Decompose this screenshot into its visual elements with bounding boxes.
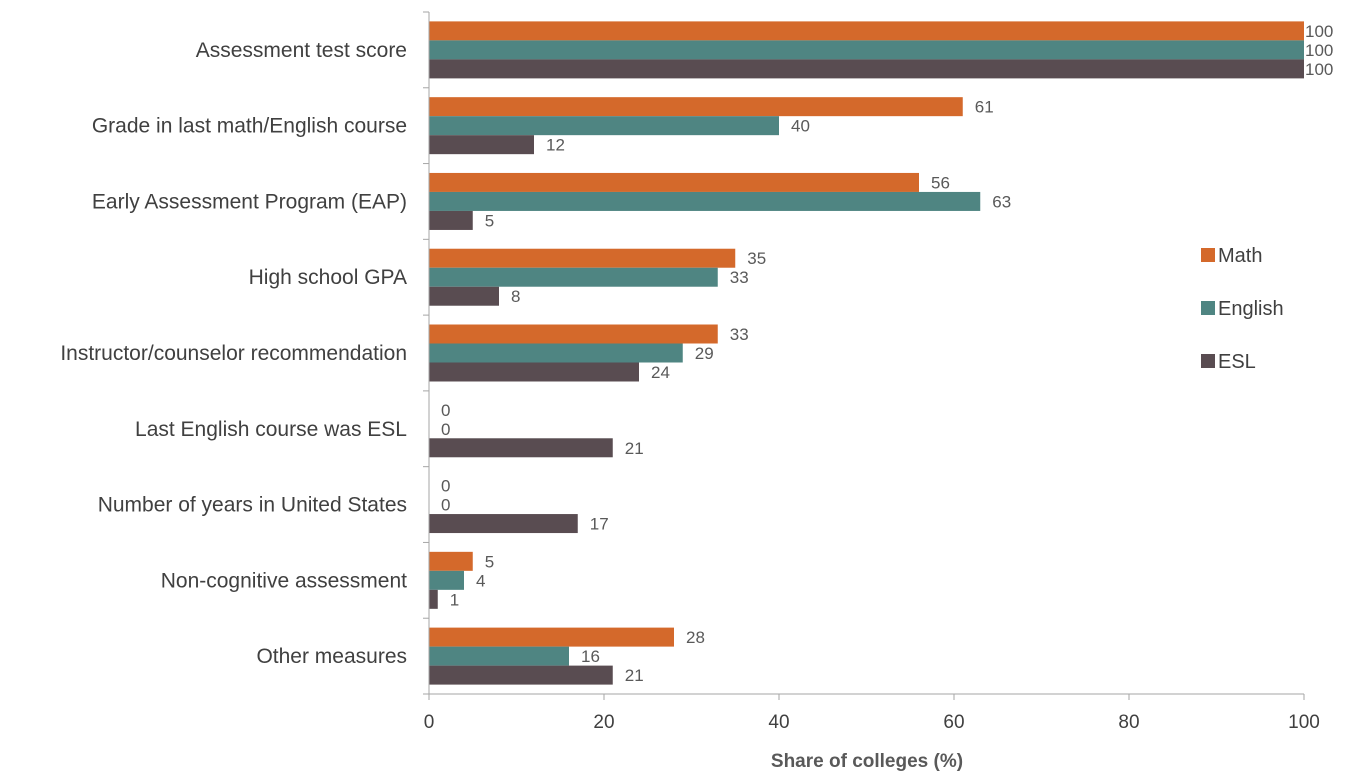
data-label-esl-8: 21 — [625, 666, 644, 685]
bar-english-4 — [429, 343, 683, 363]
bar-english-2 — [429, 191, 981, 211]
bars-layer — [429, 21, 1304, 685]
bar-math-8 — [429, 627, 674, 647]
x-axis-title: Share of colleges (%) — [771, 751, 963, 772]
bar-esl-3 — [429, 286, 499, 306]
x-tick-label-60: 60 — [943, 712, 964, 733]
bar-esl-7 — [429, 589, 438, 609]
bar-esl-8 — [429, 665, 613, 685]
data-label-math-5: 0 — [441, 401, 450, 420]
data-label-math-2: 56 — [931, 173, 950, 192]
legend-swatch-math — [1201, 248, 1215, 262]
data-label-esl-3: 8 — [511, 287, 520, 306]
data-label-english-5: 0 — [441, 420, 450, 439]
bar-math-0 — [429, 21, 1304, 41]
x-tick-label-100: 100 — [1288, 712, 1320, 733]
data-label-english-1: 40 — [791, 117, 810, 136]
data-label-math-1: 61 — [975, 98, 994, 117]
legend-swatch-esl — [1201, 354, 1215, 368]
category-label-4: Instructor/counselor recommendation — [60, 342, 407, 365]
legend: Math English ESL — [1201, 245, 1284, 373]
bar-esl-1 — [429, 135, 534, 155]
x-tick-label-20: 20 — [593, 712, 614, 733]
category-label-3: High school GPA — [249, 266, 407, 289]
data-label-esl-0: 100 — [1305, 60, 1333, 79]
bar-english-7 — [429, 570, 464, 590]
bar-math-7 — [429, 551, 473, 571]
bar-esl-0 — [429, 59, 1304, 79]
category-label-1: Grade in last math/English course — [92, 115, 407, 138]
bar-esl-5 — [429, 438, 613, 458]
x-tick-label-80: 80 — [1118, 712, 1139, 733]
bar-esl-4 — [429, 362, 639, 382]
data-label-math-4: 33 — [730, 325, 749, 344]
category-label-5: Last English course was ESL — [135, 418, 407, 441]
x-tick-label-40: 40 — [768, 712, 789, 733]
data-label-esl-2: 5 — [485, 211, 494, 230]
bar-english-0 — [429, 40, 1304, 60]
bar-esl-2 — [429, 210, 473, 230]
legend-label-english: English — [1218, 298, 1284, 320]
bar-english-8 — [429, 646, 569, 666]
data-label-math-0: 100 — [1305, 22, 1333, 41]
data-label-math-8: 28 — [686, 628, 705, 647]
data-label-math-3: 35 — [747, 249, 766, 268]
data-label-esl-4: 24 — [651, 363, 670, 382]
data-label-english-4: 29 — [695, 344, 714, 363]
data-label-english-8: 16 — [581, 647, 600, 666]
data-label-english-7: 4 — [476, 571, 485, 590]
data-label-english-2: 63 — [992, 192, 1011, 211]
category-label-6: Number of years in United States — [98, 494, 407, 517]
legend-label-math: Math — [1218, 245, 1262, 267]
data-label-english-6: 0 — [441, 496, 450, 515]
data-label-esl-1: 12 — [546, 136, 565, 155]
x-tick-label-0: 0 — [424, 712, 435, 733]
data-label-esl-6: 17 — [590, 515, 609, 534]
bar-esl-6 — [429, 514, 578, 534]
data-label-esl-7: 1 — [450, 590, 459, 609]
bar-math-1 — [429, 97, 963, 117]
category-label-8: Other measures — [256, 645, 407, 668]
bar-math-2 — [429, 172, 919, 192]
bar-english-1 — [429, 116, 779, 136]
legend-label-esl: ESL — [1218, 351, 1256, 373]
data-label-esl-5: 21 — [625, 439, 644, 458]
category-label-2: Early Assessment Program (EAP) — [92, 190, 407, 213]
category-label-0: Assessment test score — [196, 39, 407, 62]
data-label-math-6: 0 — [441, 477, 450, 496]
category-label-7: Non-cognitive assessment — [161, 569, 407, 592]
axes-layer — [423, 11, 1305, 700]
bar-english-3 — [429, 267, 718, 287]
bar-math-3 — [429, 248, 736, 268]
data-label-math-7: 5 — [485, 552, 494, 571]
bar-math-4 — [429, 324, 718, 344]
data-label-english-0: 100 — [1305, 41, 1333, 60]
data-label-english-3: 33 — [730, 268, 749, 287]
legend-swatch-english — [1201, 301, 1215, 315]
